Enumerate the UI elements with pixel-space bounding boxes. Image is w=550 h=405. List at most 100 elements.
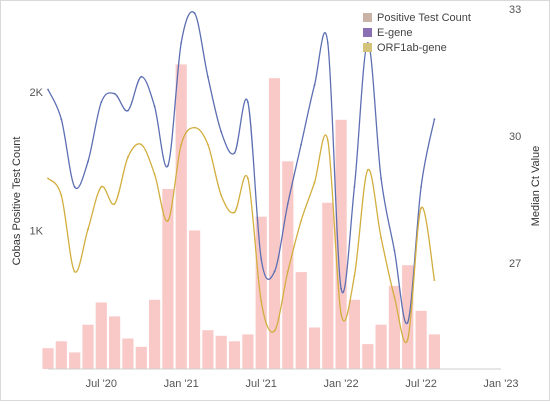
series-point-orf1ab-gene <box>313 181 316 184</box>
series-point-e-gene <box>273 270 276 273</box>
bar-positive-test-count <box>95 302 107 369</box>
series-point-orf1ab-gene <box>300 219 302 222</box>
series-point-e-gene <box>127 109 129 112</box>
series-point-orf1ab-gene <box>247 177 249 180</box>
legend-swatch <box>363 43 372 52</box>
series-point-e-gene <box>140 75 143 78</box>
series-point-e-gene <box>153 105 156 108</box>
series-point-e-gene <box>433 118 436 120</box>
series-point-orf1ab-gene <box>47 177 49 180</box>
series-point-e-gene <box>47 88 49 91</box>
series-point-orf1ab-gene <box>167 219 169 222</box>
series-point-orf1ab-gene <box>87 228 89 231</box>
bar-positive-test-count <box>135 346 147 369</box>
y-right-tick-label: 30 <box>509 131 521 143</box>
series-point-e-gene <box>100 101 103 104</box>
series-point-orf1ab-gene <box>100 186 103 188</box>
series-point-orf1ab-gene <box>286 270 289 273</box>
bar-positive-test-count <box>308 327 321 369</box>
series-point-orf1ab-gene <box>433 279 436 281</box>
y-left-tick-label: 1K <box>30 226 44 238</box>
bar-positive-test-count <box>282 161 294 369</box>
bar-positive-test-count <box>255 216 267 369</box>
y-right-axis-title: Median Ct Value <box>530 146 542 227</box>
bar-positive-test-count <box>122 338 134 369</box>
series-point-e-gene <box>247 101 249 104</box>
series-point-orf1ab-gene <box>273 330 276 332</box>
series-point-orf1ab-gene <box>153 173 156 176</box>
bar-positive-test-count <box>362 344 374 369</box>
lines-layer <box>47 11 436 344</box>
series-point-e-gene <box>180 42 183 44</box>
bar-positive-test-count <box>415 310 427 369</box>
series-point-orf1ab-gene <box>326 139 329 142</box>
bar-positive-test-count <box>42 348 54 369</box>
x-tick-label: Jan '21 <box>164 378 199 390</box>
x-tick-label: Jan '23 <box>483 378 518 390</box>
legend-swatch <box>363 13 372 22</box>
series-point-e-gene <box>167 164 169 167</box>
series-point-e-gene <box>313 84 316 87</box>
series-point-e-gene <box>420 186 422 188</box>
x-tick-label: Jul '20 <box>86 378 117 390</box>
legend: Positive Test Count E-gene ORF1ab-gene <box>363 12 471 54</box>
series-point-orf1ab-gene <box>380 236 382 239</box>
y-right-tick-label: 27 <box>509 258 521 270</box>
series-point-e-gene <box>260 258 263 260</box>
series-point-e-gene <box>286 202 289 205</box>
x-tick-label: Jul '21 <box>245 378 276 390</box>
legend-entry-label: E-gene <box>377 27 412 39</box>
series-point-e-gene <box>220 130 223 133</box>
series-point-e-gene <box>233 152 236 154</box>
series-point-orf1ab-gene <box>127 156 129 159</box>
series-point-orf1ab-gene <box>73 270 76 273</box>
series-point-orf1ab-gene <box>393 296 396 298</box>
series-point-orf1ab-gene <box>207 143 209 146</box>
series-point-orf1ab-gene <box>366 169 369 171</box>
bar-positive-test-count <box>295 272 307 369</box>
series-point-orf1ab-gene <box>353 274 356 277</box>
y-right-tick-label: 33 <box>509 4 521 16</box>
bar-positive-test-count <box>202 330 214 369</box>
y-left-ticks: 1K 2K <box>30 87 44 237</box>
legend-entry-label: Positive Test Count <box>377 12 471 24</box>
series-point-orf1ab-gene <box>193 126 196 129</box>
series-point-orf1ab-gene <box>220 194 223 197</box>
series-point-e-gene <box>207 75 209 78</box>
series-point-e-gene <box>353 186 356 188</box>
legend-entry-label: ORF1ab-gene <box>377 42 447 54</box>
series-point-e-gene <box>113 92 116 95</box>
bar-positive-test-count <box>149 299 161 369</box>
bar-positive-test-count <box>69 352 81 369</box>
bar-positive-test-count <box>162 189 174 369</box>
series-point-orf1ab-gene <box>113 202 116 205</box>
series-point-orf1ab-gene <box>420 207 422 210</box>
bar-positive-test-count <box>388 285 400 369</box>
bar-positive-test-count <box>175 64 187 370</box>
series-point-e-gene <box>406 321 409 324</box>
series-point-e-gene <box>87 160 89 163</box>
series-point-orf1ab-gene <box>60 194 63 197</box>
series-point-e-gene <box>193 12 196 15</box>
series-point-e-gene <box>380 177 382 180</box>
series-point-e-gene <box>326 42 329 44</box>
series-line-e-gene <box>47 11 436 325</box>
series-line-orf1ab-gene <box>47 126 436 344</box>
bar-positive-test-count <box>109 316 121 369</box>
y-right-ticks: 27 30 33 <box>509 4 521 270</box>
bar-positive-test-count <box>189 230 201 369</box>
bar-positive-test-count <box>335 119 347 369</box>
x-tick-label: Jul '22 <box>405 378 436 390</box>
bar-positive-test-count <box>215 335 227 369</box>
series-point-e-gene <box>60 118 63 120</box>
bar-positive-test-count <box>242 334 254 369</box>
series-point-orf1ab-gene <box>180 143 183 146</box>
bar-positive-test-count <box>82 324 94 369</box>
y-left-tick-label: 2K <box>30 87 44 99</box>
legend-swatch <box>363 28 372 37</box>
series-point-e-gene <box>340 287 342 290</box>
bar-positive-test-count <box>268 78 281 369</box>
bar-positive-test-count <box>348 299 360 369</box>
